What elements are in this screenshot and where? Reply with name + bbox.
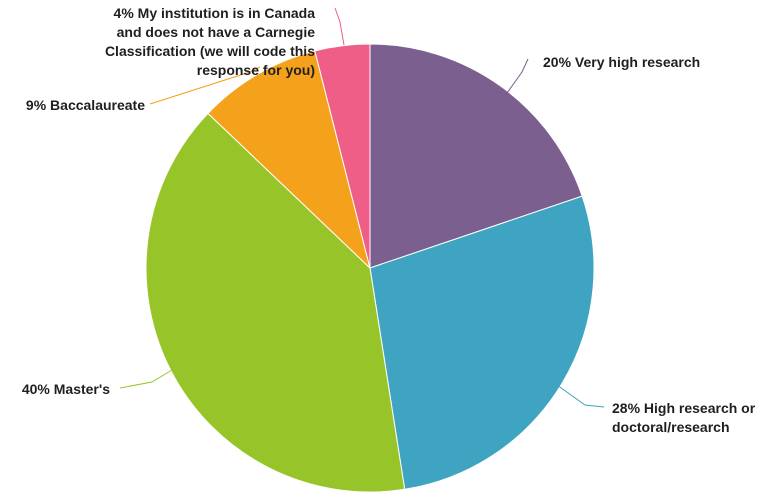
pie-slice-1 [369,195,595,490]
slice-label-2-line-0: 40% Master's [22,381,110,397]
slice-labels: 20% Very high research 28% High research … [22,5,756,435]
pie-slice-4 [314,43,371,269]
leader-line-3 [149,66,261,105]
leader-line-2 [119,369,173,389]
slice-label-4-line-3: response for you) [197,62,315,78]
pie-slices [145,43,595,493]
slice-label-0-line-0: 20% Very high research [543,54,700,70]
slice-label-3-line-0: 9% Baccalaureate [26,97,145,113]
leader-line-0 [506,58,529,94]
slice-label-4-line-2: Classification (we will code this [105,43,315,59]
slice-label-0: 20% Very high research [543,54,700,70]
pie-slice-0 [369,43,583,269]
slice-label-1: 28% High research or doctoral/research [612,400,756,435]
slice-label-1-line-1: doctoral/research [612,419,730,435]
slice-label-4-line-0: 4% My institution is in Canada [114,5,316,21]
slice-label-2: 40% Master's [22,381,110,397]
pie-slice-3 [207,50,371,270]
slice-label-1-line-0: 28% High research or [612,400,756,416]
slice-label-4-line-1: and does not have a Carnegie [117,24,316,40]
leader-lines [119,7,605,408]
slice-label-3: 9% Baccalaureate [26,97,145,113]
pie-slice-2 [145,112,406,493]
slice-label-4: 4% My institution is in Canada and does n… [105,5,315,78]
leader-line-1 [556,384,605,408]
leader-line-4 [334,7,345,46]
